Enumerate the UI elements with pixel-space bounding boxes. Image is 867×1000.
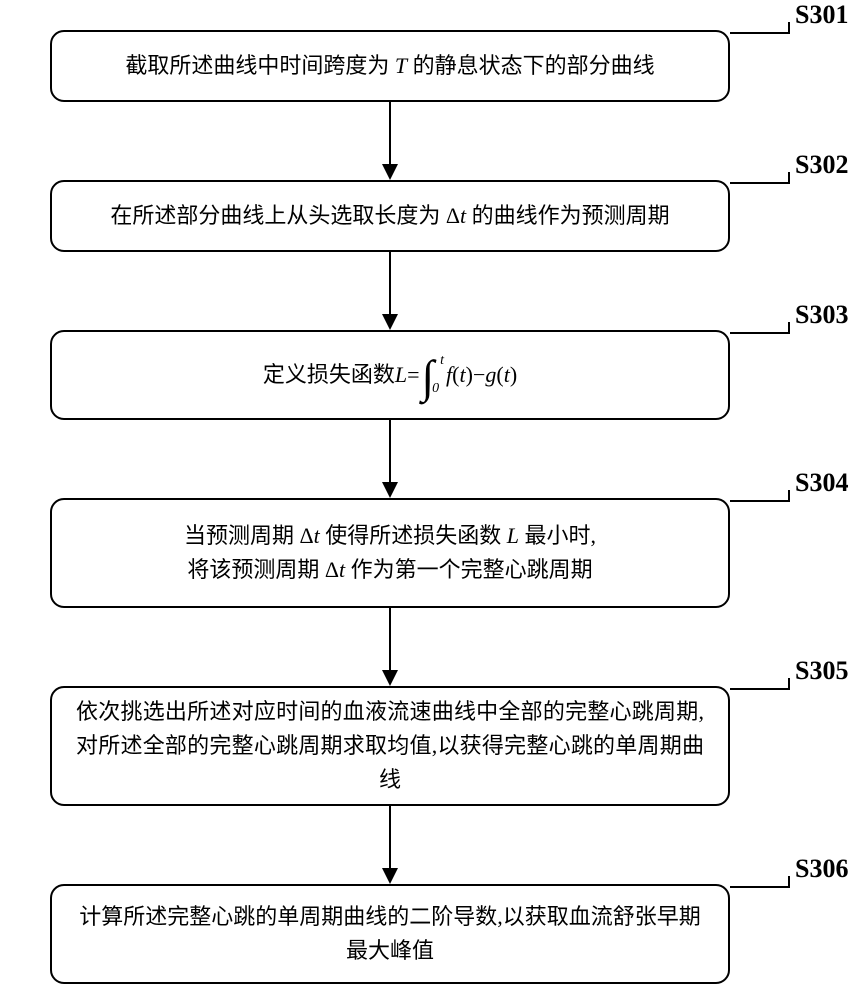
n3-g: g bbox=[485, 358, 496, 392]
label-conn-s302 bbox=[730, 182, 788, 184]
label-conn-s306 bbox=[730, 886, 788, 888]
n1-post: 的静息状态下的部分曲线 bbox=[407, 53, 655, 78]
step-s305-box: 依次挑选出所述对应时间的血液流速曲线中全部的完整心跳周期,对所述全部的完整心跳周… bbox=[50, 686, 730, 806]
n3-open1: ( bbox=[452, 358, 459, 392]
arrow-1-2-line bbox=[389, 102, 391, 164]
n2-post: 的曲线作为预测周期 bbox=[466, 203, 670, 228]
n1-var-T: T bbox=[395, 53, 407, 78]
arrow-3-4-head bbox=[382, 482, 398, 498]
n3-int-upper: t bbox=[440, 354, 444, 368]
arrow-3-4-line bbox=[389, 420, 391, 482]
arrow-1-2-head bbox=[382, 164, 398, 180]
n3-L: L bbox=[395, 358, 407, 392]
step-s301-text: 截取所述曲线中时间跨度为 T 的静息状态下的部分曲线 bbox=[125, 49, 654, 83]
label-hook-s305 bbox=[788, 678, 790, 690]
n4-L: L bbox=[507, 523, 519, 548]
flowchart-canvas: 截取所述曲线中时间跨度为 T 的静息状态下的部分曲线 S301 在所述部分曲线上… bbox=[0, 0, 867, 1000]
n3-minus: − bbox=[473, 358, 485, 392]
label-hook-s301 bbox=[788, 22, 790, 34]
n4-l1c: 最小时, bbox=[519, 523, 596, 548]
step-s304-text: 当预测周期 Δt 使得所述损失函数 L 最小时, 将该预测周期 Δt 作为第一个… bbox=[184, 519, 596, 587]
n4-delta1: Δ bbox=[299, 523, 313, 548]
label-hook-s302 bbox=[788, 172, 790, 184]
label-conn-s304 bbox=[730, 500, 788, 502]
arrow-2-3-line bbox=[389, 252, 391, 314]
step-s303-text: 定义损失函数 L = ∫ t 0 f(t) − g(t) bbox=[263, 354, 517, 396]
label-conn-s301 bbox=[730, 32, 788, 34]
step-s304-box: 当预测周期 Δt 使得所述损失函数 L 最小时, 将该预测周期 Δt 作为第一个… bbox=[50, 498, 730, 608]
label-conn-s305 bbox=[730, 688, 788, 690]
step-label-s302: S302 bbox=[795, 150, 848, 180]
n4-delta2: Δ bbox=[325, 557, 339, 582]
step-label-s301: S301 bbox=[795, 0, 848, 30]
arrow-4-5-head bbox=[382, 670, 398, 686]
step-s306-text: 计算所述完整心跳的单周期曲线的二阶导数,以获取血流舒张早期最大峰值 bbox=[76, 900, 704, 968]
label-hook-s306 bbox=[788, 876, 790, 888]
arrow-2-3-head bbox=[382, 314, 398, 330]
step-s305-text: 依次挑选出所述对应时间的血液流速曲线中全部的完整心跳周期,对所述全部的完整心跳周… bbox=[76, 695, 704, 797]
n4-l1a: 当预测周期 bbox=[184, 523, 300, 548]
n4-l2b: 作为第一个完整心跳周期 bbox=[345, 557, 593, 582]
n3-integral: ∫ t 0 bbox=[422, 354, 445, 396]
n1-pre: 截取所述曲线中时间跨度为 bbox=[125, 53, 395, 78]
n2-delta: Δ bbox=[446, 203, 460, 228]
step-label-s304: S304 bbox=[795, 468, 848, 498]
n3-eq: = bbox=[407, 358, 419, 392]
step-s303-box: 定义损失函数 L = ∫ t 0 f(t) − g(t) bbox=[50, 330, 730, 420]
step-label-s303: S303 bbox=[795, 300, 848, 330]
n3-close2: ) bbox=[510, 358, 517, 392]
step-s301-box: 截取所述曲线中时间跨度为 T 的静息状态下的部分曲线 bbox=[50, 30, 730, 102]
label-hook-s303 bbox=[788, 322, 790, 334]
n4-l2a: 将该预测周期 bbox=[187, 557, 325, 582]
step-s302-text: 在所述部分曲线上从头选取长度为 Δt 的曲线作为预测周期 bbox=[110, 199, 669, 233]
integral-sign-icon: ∫ bbox=[422, 359, 435, 396]
label-hook-s304 bbox=[788, 490, 790, 502]
step-s302-box: 在所述部分曲线上从头选取长度为 Δt 的曲线作为预测周期 bbox=[50, 180, 730, 252]
arrow-5-6-head bbox=[382, 868, 398, 884]
arrow-5-6-line bbox=[389, 806, 391, 868]
arrow-4-5-line bbox=[389, 608, 391, 670]
n2-pre: 在所述部分曲线上从头选取长度为 bbox=[110, 203, 446, 228]
label-conn-s303 bbox=[730, 332, 788, 334]
n3-close1: ) bbox=[466, 358, 473, 392]
n4-l1b: 使得所述损失函数 bbox=[320, 523, 507, 548]
step-label-s305: S305 bbox=[795, 656, 848, 686]
step-label-s306: S306 bbox=[795, 854, 848, 884]
n3-open2: ( bbox=[496, 358, 503, 392]
step-s306-box: 计算所述完整心跳的单周期曲线的二阶导数,以获取血流舒张早期最大峰值 bbox=[50, 884, 730, 984]
n3-pre: 定义损失函数 bbox=[263, 358, 395, 392]
